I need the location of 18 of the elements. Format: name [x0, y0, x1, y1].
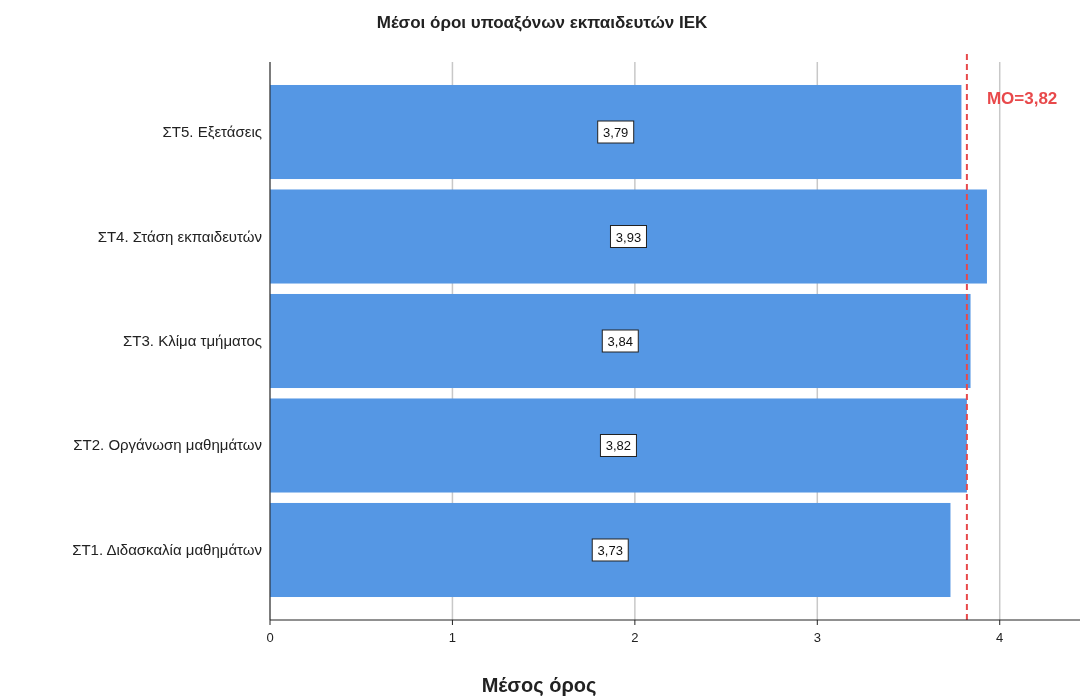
- x-axis-title: Μέσος όρος: [481, 674, 597, 696]
- chart-title: Μέσοι όροι υποαξόνων εκπαιδευτών ΙΕΚ: [376, 13, 708, 32]
- y-tick-label: ΣΤ2. Οργάνωση μαθημάτων: [73, 436, 262, 454]
- x-tick-label: 1: [448, 630, 457, 645]
- y-tick-label: ΣΤ1. Διδασκαλία μαθημάτων: [72, 540, 262, 558]
- data-label: 3,93: [615, 229, 642, 245]
- data-label: 3,82: [605, 438, 632, 454]
- y-tick-label: ΣΤ4. Στάση εκπαιδευτών: [97, 227, 262, 245]
- data-label: 3,84: [607, 334, 633, 349]
- y-tick-label: ΣΤ5. Εξετάσεις: [162, 123, 262, 141]
- x-tick-label: 3: [813, 630, 821, 645]
- data-label: 3,73: [597, 542, 623, 558]
- ref-line-label: ΜΟ=3,82: [986, 89, 1058, 108]
- y-tick-label: ΣΤ3. Κλίμα τμήματος: [123, 332, 262, 349]
- data-label: 3,79: [603, 125, 629, 141]
- x-tick-label: 0: [266, 630, 274, 645]
- x-tick-label: 2: [631, 630, 639, 645]
- x-tick-label: 4: [996, 630, 1004, 645]
